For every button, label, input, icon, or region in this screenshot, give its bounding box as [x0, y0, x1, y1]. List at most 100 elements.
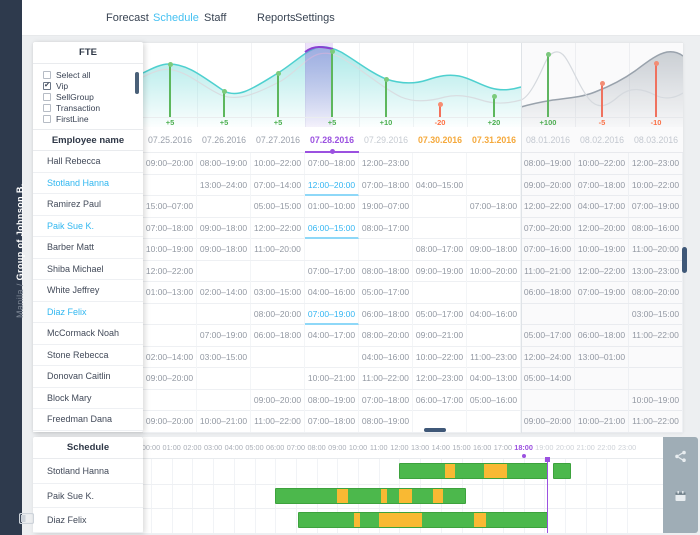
shift-cell[interactable] [413, 282, 467, 303]
shift-cell[interactable] [197, 261, 251, 282]
filter-option-select-all[interactable]: Select all [43, 69, 143, 80]
checkbox-icon[interactable] [43, 104, 51, 112]
employee-name-white-jeffrey[interactable]: White Jeffrey [33, 280, 143, 302]
shift-cell[interactable]: 05:00–14:00 [521, 368, 575, 389]
shift-cell[interactable]: 11:00–20:00 [629, 239, 683, 260]
nav-tab-forecast[interactable]: Forecast [106, 0, 149, 36]
share-icon[interactable] [674, 450, 687, 468]
shift-cell[interactable] [521, 304, 575, 325]
shift-cell[interactable]: 08:00–17:00 [359, 218, 413, 239]
shift-cell[interactable] [305, 239, 359, 260]
horizontal-scrollbar[interactable] [424, 428, 446, 432]
shift-cell[interactable]: 09:00–20:00 [251, 390, 305, 411]
shift-cell[interactable] [467, 282, 521, 303]
shift-cell[interactable] [143, 175, 197, 196]
date-col-07.29.2016[interactable]: 07.29.2016 [359, 127, 413, 153]
checkbox-icon[interactable] [43, 93, 51, 101]
shift-cell[interactable] [359, 239, 413, 260]
shift-cell[interactable]: 11:00–22:00 [629, 325, 683, 346]
shift-cell[interactable]: 07:00–18:00 [359, 175, 413, 196]
shift-cell[interactable] [575, 390, 629, 411]
shift-cell[interactable] [467, 411, 521, 432]
shift-cell[interactable]: 09:00–20:00 [143, 153, 197, 174]
shift-cell[interactable]: 09:00–20:00 [521, 411, 575, 432]
shift-cell[interactable]: 06:00–18:00 [521, 282, 575, 303]
shift-cell[interactable]: 10:00–19:00 [143, 239, 197, 260]
shift-cell[interactable]: 12:00–20:00 [305, 175, 359, 196]
shift-cell[interactable] [575, 368, 629, 389]
shift-cell[interactable]: 07:00–17:00 [305, 261, 359, 282]
date-col-07.31.2016[interactable]: 07.31.2016 [467, 127, 521, 153]
shift-cell[interactable]: 13:00–01:00 [575, 347, 629, 368]
shift-cell[interactable] [197, 196, 251, 217]
filter-option-vip[interactable]: ✔Vip [43, 80, 143, 91]
shift-cell[interactable]: 08:00–19:00 [197, 153, 251, 174]
shift-cell[interactable]: 04:00–16:00 [305, 282, 359, 303]
shift-cell[interactable]: 09:00–20:00 [143, 411, 197, 432]
shift-cell[interactable] [575, 304, 629, 325]
shift-cell[interactable]: 09:00–18:00 [197, 218, 251, 239]
shift-cell[interactable]: 10:00–19:00 [575, 239, 629, 260]
cursor-handle[interactable] [545, 457, 550, 462]
shift-cell[interactable]: 10:00–22:00 [629, 175, 683, 196]
shift-cell[interactable]: 09:00–20:00 [143, 368, 197, 389]
shift-cell[interactable]: 07:00–18:00 [467, 196, 521, 217]
shift-cell[interactable]: 01:00–10:00 [305, 196, 359, 217]
shift-cell[interactable]: 07:00–18:00 [143, 218, 197, 239]
date-col-07.28.2016[interactable]: 07.28.2016 [305, 127, 359, 153]
shift-cell[interactable]: 07:00–19:00 [305, 304, 359, 325]
shift-cell[interactable]: 09:00–20:00 [521, 175, 575, 196]
shift-cell[interactable]: 12:00–20:00 [575, 218, 629, 239]
shift-cell[interactable]: 11:00–21:00 [521, 261, 575, 282]
shift-cell[interactable]: 04:00–16:00 [467, 304, 521, 325]
shift-cell[interactable] [305, 347, 359, 368]
shift-cell[interactable]: 15:00–07:00 [143, 196, 197, 217]
shift-cell[interactable]: 11:00–22:00 [359, 368, 413, 389]
date-col-07.26.2016[interactable]: 07.26.2016 [197, 127, 251, 153]
shift-cell[interactable] [143, 304, 197, 325]
shift-cell[interactable]: 10:00–19:00 [629, 390, 683, 411]
shift-cell[interactable] [197, 368, 251, 389]
shift-cell[interactable]: 07:00–19:00 [197, 325, 251, 346]
shift-cell[interactable] [521, 390, 575, 411]
checkbox-icon[interactable] [43, 71, 51, 79]
gantt-bar[interactable] [553, 463, 572, 479]
shift-cell[interactable] [413, 196, 467, 217]
nav-tab-schedule[interactable]: Schedule [153, 0, 199, 36]
nav-tab-staff[interactable]: Staff [204, 0, 226, 36]
shift-cell[interactable]: 06:00–17:00 [413, 390, 467, 411]
shift-cell[interactable]: 11:00–22:00 [629, 411, 683, 432]
shift-cell[interactable]: 08:00–17:00 [413, 239, 467, 260]
shift-cell[interactable]: 04:00–15:00 [413, 175, 467, 196]
date-col-08.01.2016[interactable]: 08.01.2016 [521, 127, 575, 153]
nav-tab-reports[interactable]: Reports [257, 0, 296, 36]
shift-cell[interactable]: 05:00–16:00 [467, 390, 521, 411]
shift-cell[interactable]: 05:00–17:00 [413, 304, 467, 325]
gantt-employee-name[interactable]: Stotland Hanna [33, 459, 143, 484]
shift-cell[interactable]: 12:00–22:00 [251, 218, 305, 239]
shift-cell[interactable]: 11:00–23:00 [467, 347, 521, 368]
shift-cell[interactable]: 03:00–15:00 [629, 304, 683, 325]
shift-cell[interactable]: 11:00–22:00 [251, 411, 305, 432]
shift-cell[interactable]: 13:00–24:00 [197, 175, 251, 196]
vertical-scrollbar[interactable] [682, 247, 687, 273]
shift-cell[interactable]: 08:00–18:00 [359, 261, 413, 282]
shift-cell[interactable]: 07:00–20:00 [521, 218, 575, 239]
employee-name-hall-rebecca[interactable]: Hall Rebecca [33, 151, 143, 173]
employee-name-diaz-felix[interactable]: Diaz Felix [33, 302, 143, 324]
shift-cell[interactable] [467, 175, 521, 196]
checkbox-checked-icon[interactable]: ✔ [43, 82, 51, 90]
shift-cell[interactable]: 07:00–19:00 [575, 282, 629, 303]
checkbox-icon[interactable] [43, 115, 51, 123]
employee-name-stone-rebecca[interactable]: Stone Rebecca [33, 345, 143, 367]
shift-cell[interactable]: 12:00–22:00 [575, 261, 629, 282]
shift-cell[interactable] [467, 218, 521, 239]
shift-cell[interactable]: 19:00–07:00 [359, 196, 413, 217]
shift-cell[interactable]: 06:00–18:00 [359, 304, 413, 325]
date-col-07.25.2016[interactable]: 07.25.2016 [143, 127, 197, 153]
shift-cell[interactable]: 07:00–16:00 [521, 239, 575, 260]
shift-cell[interactable]: 02:00–14:00 [197, 282, 251, 303]
date-col-08.03.2016[interactable]: 08.03.2016 [629, 127, 683, 153]
shift-cell[interactable]: 07:00–18:00 [575, 175, 629, 196]
shift-cell[interactable]: 02:00–14:00 [143, 347, 197, 368]
